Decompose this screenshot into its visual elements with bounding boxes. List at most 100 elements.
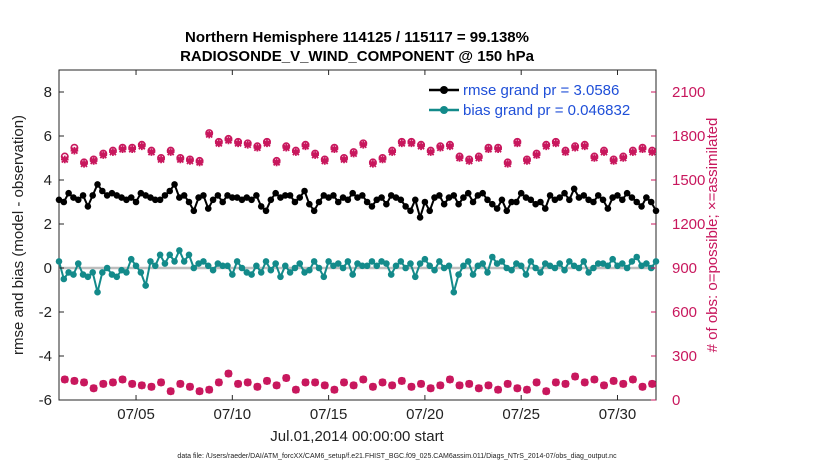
rmse-point [84,203,92,210]
x-tick-label: 07/10 [214,406,252,423]
bias-point [166,251,174,259]
rmse-point [248,196,255,204]
obs-assimilated-point [446,375,454,384]
obs-assimilated-point [349,149,358,158]
y-tick-label-right: 300 [672,348,697,365]
obs-assimilated-point [263,377,271,385]
obs-assimilated-point [648,148,656,156]
obs-assimilated-point [157,155,165,164]
rmse-point [65,189,72,197]
bias-point [479,260,486,267]
obs-assimilated-point [224,136,233,145]
bias-point [70,271,77,278]
bias-point [257,269,265,276]
rmse-point [460,194,467,201]
y-tick-label-right: 1200 [672,216,705,233]
obs-assimilated-point [320,381,329,390]
obs-assimilated-point [109,378,117,387]
bias-point [253,262,260,270]
bias-point [431,266,438,274]
rmse-point [561,189,568,197]
obs-assimilated-point [70,146,79,155]
rmse-point [94,181,101,188]
bias-point [556,260,564,267]
obs-assimilated-point [513,139,522,148]
rmse-point [253,192,260,199]
obs-assimilated-point [532,378,541,387]
bias-point [180,258,188,265]
bias-point [575,264,583,272]
obs-assimilated-point [60,375,69,384]
rmse-point [60,198,68,206]
obs-assimilated-point [215,139,223,148]
bias-point [445,262,453,270]
obs-assimilated-point [263,139,271,148]
bias-point [99,269,106,276]
bias-point [455,271,462,278]
obs-assimilated-point [542,387,551,395]
y-tick-label-left: 0 [44,260,52,277]
obs-assimilated-point [397,139,406,148]
obs-assimilated-point [157,378,165,387]
rmse-series [55,181,660,221]
rmse-point [604,205,612,212]
x-tick-label: 07/20 [406,406,444,423]
bias-point [416,260,424,267]
obs-assimilated-point [195,387,204,395]
rmse-point [590,198,597,206]
bias-point [397,258,405,265]
rmse-point [633,198,641,206]
x-tick-label: 07/25 [502,406,540,423]
obs-assimilated-point [311,378,319,387]
rmse-point [614,192,621,199]
rmse-point [643,194,650,201]
obs-assimilated-point [99,380,108,388]
rmse-point [489,200,496,208]
obs-assimilated-point [138,381,146,390]
obs-assimilated-point [378,378,387,387]
y-tick-label-right: 1800 [672,128,705,145]
obs-assimilated-point [513,384,522,393]
rmse-point [166,187,174,195]
obs-assimilated-point [166,387,175,395]
plot-area [58,69,657,401]
obs-assimilated-point [320,157,329,165]
rmse-point [580,192,588,199]
bias-point [185,251,193,259]
legend-rmse-marker [440,86,448,94]
bias-point [325,258,332,265]
bias-point [383,260,390,267]
obs-assimilated-point [109,148,117,156]
legend: rmse grand pr = 3.0586 bias grand pr = 0… [424,79,650,121]
obs-assimilated-point [552,139,560,148]
rmse-point [570,185,578,193]
bias-point [156,251,164,259]
bias-point [561,266,568,274]
y-tick-label-left: -2 [39,304,52,321]
bias-point [204,262,212,270]
rmse-point [349,189,356,197]
bias-point [267,266,275,274]
rmse-point [156,196,164,204]
bias-point [522,271,530,278]
bias-point [392,262,400,270]
obs-assimilated-point [99,151,108,159]
y-tick-label-right: 1500 [672,172,705,189]
y-tick-label-left: 8 [44,84,52,101]
obs-assimilated-point [89,384,98,393]
bias-point [368,258,376,265]
rmse-point [310,207,318,215]
bias-point [219,262,226,270]
obs-assimilated-point [80,378,88,387]
rmse-point [291,198,299,206]
rmse-point [546,192,554,199]
obs-assimilated-point [330,385,339,394]
bias-point [633,253,641,261]
y-tick-label-left: 2 [44,216,52,233]
bias-point [113,273,121,281]
obs-assimilated-point [243,378,252,387]
bias-series [55,247,660,296]
rmse-point [301,187,308,195]
obs-assimilated-point [580,142,589,151]
obs-assimilated-point [648,380,656,388]
